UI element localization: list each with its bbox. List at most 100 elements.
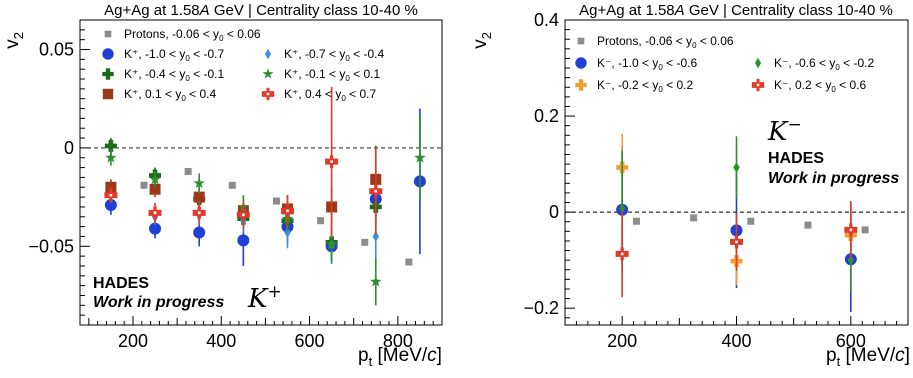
legend-marker	[104, 30, 112, 38]
panel-2: 200 400 600−0.200.20.4 Ag+Ag at 1.58A GeV |…	[470, 2, 910, 369]
chart-title-part: A	[199, 2, 210, 19]
series-5	[615, 201, 858, 298]
x-tick-label: 200	[607, 331, 637, 351]
legend-label-sub: 0	[835, 63, 840, 72]
x-axis-title-unit: ]	[905, 345, 910, 366]
legend-label-sub: 0	[185, 74, 190, 83]
x-axis-title-unit: [MeV/	[840, 345, 896, 366]
chart-title-part: Ag+Ag at 1.58	[579, 2, 675, 19]
data-point	[361, 238, 369, 246]
particle-label-sign: −	[787, 115, 801, 135]
data-point	[690, 214, 698, 222]
data-point	[237, 234, 250, 247]
data-point	[847, 254, 855, 266]
y-axis-title-sub: 2	[479, 32, 494, 39]
y-tick-label: 0	[64, 138, 74, 158]
y-axis-title-main: v	[2, 39, 23, 49]
particle-label: K−	[767, 115, 802, 147]
legend-label-tail: < 0.7	[346, 87, 377, 101]
legend-entry: Protons, -0.06 < y0 < 0.06	[577, 34, 734, 50]
legend-label: K⁺, 0.1 < y0 < 0.4	[124, 87, 217, 103]
legend-marker	[754, 57, 762, 69]
data-point	[149, 173, 161, 185]
chart-title-part: Ag+Ag at 1.58	[104, 2, 200, 19]
data-point	[372, 230, 379, 242]
x-axis-title-sub: t	[837, 354, 841, 369]
x-tick-label: 200	[118, 331, 148, 351]
legend-label: K⁺, -0.4 < y0 < -0.1	[124, 67, 224, 83]
data-point	[140, 181, 148, 189]
legend-marker-core	[756, 83, 760, 87]
legend-marker	[102, 48, 114, 60]
legend-label-tail: < -0.7	[190, 47, 225, 61]
legend-entry: K⁺, -0.1 < y0 < 0.1	[262, 67, 380, 83]
data-point-core	[242, 213, 245, 217]
data-point-core	[849, 228, 853, 232]
data-point-core	[330, 160, 333, 163]
data-point	[618, 202, 626, 214]
x-axis-title: pt [MeV/c]	[826, 345, 910, 369]
chart-title-part: GeV | Centrality class 10-40 %	[210, 2, 418, 19]
x-axis-title: pt [MeV/c]	[358, 345, 442, 369]
particle-label: K+	[247, 282, 282, 314]
data-point	[804, 221, 812, 229]
legend-label-main: K⁺, -0.4 < y	[124, 67, 185, 81]
chart-title: Ag+Ag at 1.58A GeV | Centrality class 10…	[579, 2, 893, 19]
legend-entry: K⁺, 0.1 < y0 < 0.4	[102, 87, 217, 103]
legend-label-main: Protons, -0.06 < y	[124, 27, 219, 41]
legend-marker	[577, 37, 585, 45]
data-point-core	[374, 189, 378, 193]
data-point	[861, 226, 869, 234]
data-point-core	[197, 211, 201, 215]
data-point	[325, 238, 338, 250]
data-point	[104, 198, 117, 211]
experiment-label: HADES	[93, 275, 149, 292]
y-tick-label: 0.2	[534, 106, 559, 126]
legend-entry: K⁺, 0.4 < y0 < 0.7	[261, 87, 377, 103]
legend-entry: Protons, -0.06 < y0 < 0.06	[104, 27, 261, 43]
legend-marker-core	[266, 92, 270, 96]
y-axis-title-sub: 2	[11, 32, 26, 39]
legend-label: Protons, -0.06 < y0 < 0.06	[597, 34, 734, 50]
y-tick-label: −0.05	[28, 236, 74, 256]
x-axis-title-unit: c	[895, 345, 905, 366]
legend-entry: K⁺, -0.7 < y0 < -0.4	[264, 47, 384, 63]
status-label: Work in progress	[768, 170, 899, 187]
y-tick-label: 0.4	[534, 10, 559, 30]
legend-label-tail: < -0.2	[840, 56, 875, 70]
data-point	[747, 217, 755, 225]
legend-label-tail: < -0.6	[663, 56, 698, 70]
data-point	[414, 151, 426, 163]
legend-label: K⁺, -0.7 < y0 < -0.4	[284, 47, 384, 63]
legend-label-main: Protons, -0.06 < y	[597, 34, 692, 48]
data-point-core	[109, 193, 113, 197]
x-axis-title-main: p	[826, 345, 837, 366]
data-point	[632, 217, 640, 225]
legend-label-sub: 0	[185, 54, 190, 63]
data-point	[184, 168, 192, 176]
series-7	[104, 86, 383, 237]
legend-marker	[575, 79, 587, 91]
series-1	[140, 168, 413, 266]
x-axis-title-unit: [MeV/	[372, 345, 428, 366]
legend-label: K⁺, -1.0 < y0 < -0.7	[124, 47, 224, 63]
data-point	[733, 161, 740, 173]
particle-label-main: K	[767, 117, 789, 147]
x-axis-title-sub: t	[369, 354, 373, 369]
x-axis-title-unit: ]	[437, 345, 442, 366]
legend-label-tail: < -0.4	[350, 47, 385, 61]
legend-label-sub: 0	[692, 41, 697, 50]
legend-label-sub: 0	[219, 34, 224, 43]
chart-title-part: GeV | Centrality class 10-40 %	[685, 2, 893, 19]
legend-label-main: K⁻, 0.2 < y	[774, 78, 831, 92]
legend-entry: K⁻, 0.2 < y0 < 0.6	[751, 78, 867, 94]
data-point	[405, 258, 413, 266]
legend-entry: K⁻, -0.6 < y0 < -0.2	[754, 56, 875, 72]
legend-label-main: K⁻, -0.6 < y	[774, 56, 835, 70]
legend-label-sub: 0	[181, 94, 186, 103]
series-1	[632, 214, 869, 234]
legend-label-tail: < 0.2	[663, 78, 694, 92]
data-point	[104, 139, 117, 152]
legend-label-sub: 0	[345, 74, 350, 83]
